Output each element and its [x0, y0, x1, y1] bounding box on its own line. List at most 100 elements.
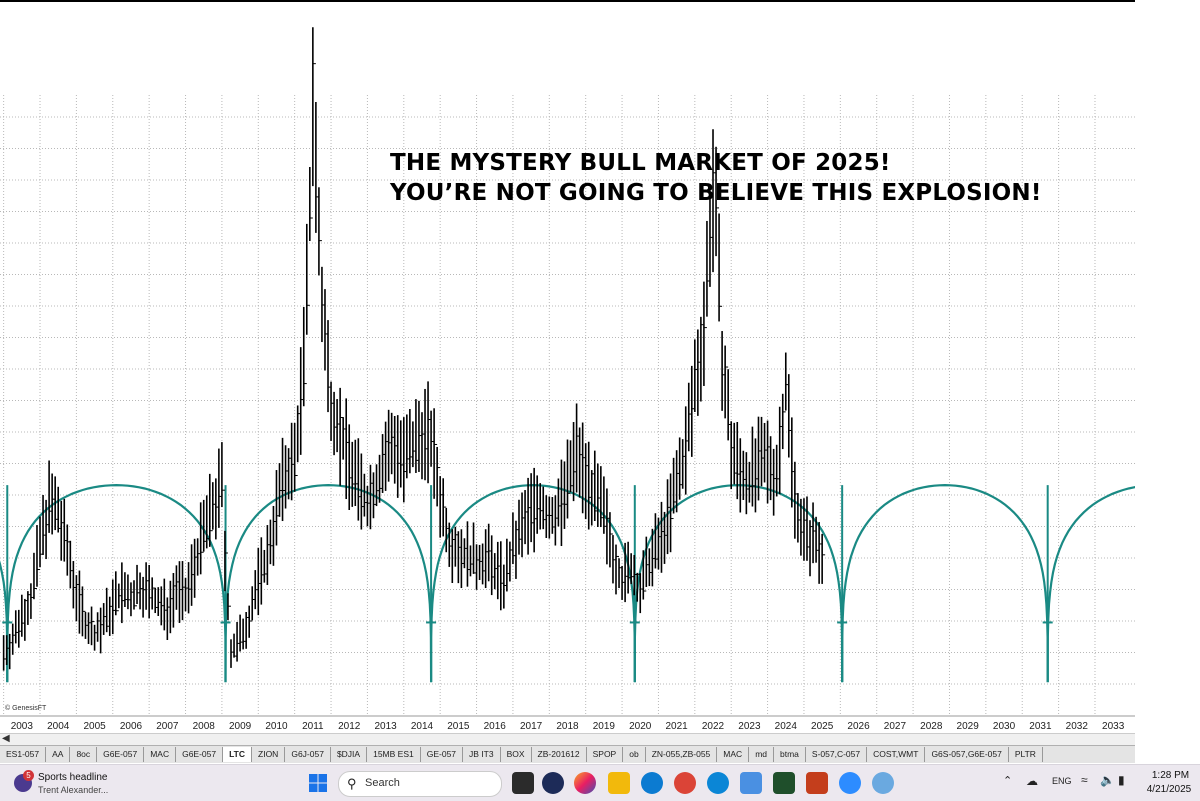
- language-indicator[interactable]: ENG: [1052, 776, 1072, 786]
- trading-app-icon[interactable]: [773, 772, 795, 794]
- symbol-tab[interactable]: ZN-055,ZB-055: [646, 747, 718, 762]
- symbol-tab[interactable]: ob: [623, 747, 646, 762]
- x-tick-label: 2028: [920, 721, 943, 732]
- x-tick-label: 2021: [666, 721, 689, 732]
- x-tick-label: 2023: [738, 721, 761, 732]
- symbol-tab-strip: ES1-057 AA 8oc G6E-057 MAC G6E-057 LTC ZION G6J-…: [0, 745, 1135, 763]
- cycle-arch: [841, 483, 1049, 683]
- x-tick-label: 2006: [120, 721, 143, 732]
- x-tick-label: 2032: [1066, 721, 1089, 732]
- news-widget[interactable]: 5 Sports headline Trent Alexander...: [14, 770, 164, 796]
- right-margin: [1135, 0, 1200, 764]
- symbol-tab[interactable]: SPOP: [587, 747, 624, 762]
- x-tick-label: 2030: [993, 721, 1016, 732]
- symbol-tab[interactable]: G6E-057: [176, 747, 224, 762]
- news-badge: 5: [23, 770, 34, 781]
- app-icon-3[interactable]: [872, 772, 894, 794]
- cycle-arch: [633, 483, 844, 683]
- price-chart: 2003 2004 2005 2006 2007 2008 2009 2010 2011 2012…: [0, 27, 1135, 732]
- x-tick-label: 2007: [156, 721, 179, 732]
- search-label: Search: [365, 777, 400, 789]
- x-tick-label: 2016: [484, 721, 507, 732]
- chrome-icon[interactable]: [674, 772, 696, 794]
- clock-time[interactable]: 1:28 PM: [1151, 770, 1190, 781]
- chevron-up-icon[interactable]: ⌃: [1003, 775, 1013, 787]
- price-bars: [2, 27, 826, 671]
- clock-date[interactable]: 4/21/2025: [1146, 784, 1192, 795]
- search-icon: ⚲: [347, 776, 357, 791]
- x-tick-label: 2033: [1102, 721, 1125, 732]
- headline-line-2: YOU’RE NOT GOING TO BELIEVE THIS EXPLOSI…: [390, 180, 1042, 206]
- x-tick-label: 2011: [302, 721, 324, 732]
- symbol-tab[interactable]: G6E-057: [97, 747, 145, 762]
- x-tick-label: 2012: [338, 721, 361, 732]
- x-tick-label: 2018: [556, 721, 579, 732]
- symbol-tab[interactable]: BOX: [501, 747, 532, 762]
- cloud-icon[interactable]: ☁: [1026, 774, 1038, 788]
- x-tick-label: 2003: [11, 721, 34, 732]
- skype-icon[interactable]: [707, 772, 729, 794]
- app-icon[interactable]: [542, 772, 564, 794]
- cycle-arch: [430, 483, 636, 683]
- symbol-tab[interactable]: ZB-201612: [532, 747, 587, 762]
- wifi-icon[interactable]: ≈: [1081, 773, 1088, 787]
- battery-icon[interactable]: ▮: [1118, 773, 1125, 787]
- cycle-arch: [6, 483, 227, 683]
- task-view-icon[interactable]: [512, 772, 534, 794]
- headline-line-1: THE MYSTERY BULL MARKET OF 2025!: [390, 150, 891, 176]
- symbol-tab[interactable]: MAC: [717, 747, 750, 762]
- symbol-tab[interactable]: ES1-057: [0, 747, 47, 762]
- symbol-tab[interactable]: ZION: [252, 747, 286, 762]
- taskbar-search-box[interactable]: ⚲ Search: [338, 771, 502, 797]
- cycle-overlay: [0, 483, 1135, 683]
- symbol-tab[interactable]: AA: [46, 747, 71, 762]
- windows-taskbar: 5 Sports headline Trent Alexander... ⚲ S…: [0, 764, 1200, 801]
- scroll-left-icon[interactable]: ◀: [2, 733, 10, 744]
- symbol-tab[interactable]: JB IT3: [463, 747, 501, 762]
- symbol-tab[interactable]: COST,WMT: [867, 747, 926, 762]
- symbol-tab[interactable]: md: [749, 747, 774, 762]
- symbol-tab[interactable]: $DJIA: [331, 747, 368, 762]
- symbol-tab[interactable]: PLTR: [1009, 747, 1043, 762]
- x-tick-label: 2004: [47, 721, 70, 732]
- x-tick-label: 2024: [775, 721, 798, 732]
- x-tick-label: 2010: [265, 721, 288, 732]
- x-tick-label: 2015: [447, 721, 470, 732]
- x-tick-label: 2009: [229, 721, 252, 732]
- x-tick-label: 2022: [702, 721, 725, 732]
- cycle-arch: [1046, 486, 1135, 683]
- x-tick-label: 2014: [411, 721, 434, 732]
- copilot-icon[interactable]: [574, 772, 596, 794]
- x-tick-label: 2027: [884, 721, 907, 732]
- symbol-tab[interactable]: 15MB ES1: [367, 747, 421, 762]
- symbol-tab[interactable]: LTC: [223, 747, 253, 762]
- symbol-tab[interactable]: GE-057: [421, 747, 464, 762]
- top-border: [0, 0, 1135, 2]
- watermark: © GenesisFT: [5, 705, 47, 712]
- symbol-tab[interactable]: btma: [774, 747, 806, 762]
- cycle-arch: [224, 483, 433, 683]
- x-tick-label: 2020: [629, 721, 652, 732]
- windows-start-icon[interactable]: [308, 773, 328, 793]
- file-explorer-icon[interactable]: [608, 772, 630, 794]
- symbol-tab[interactable]: 8oc: [70, 747, 98, 762]
- symbol-tab[interactable]: G6S-057,G6E-057: [925, 747, 1009, 762]
- powerpoint-icon[interactable]: [806, 772, 828, 794]
- x-axis: 2003 2004 2005 2006 2007 2008 2009 2010 2011 2012…: [0, 715, 1135, 732]
- news-subtitle: Trent Alexander...: [38, 785, 109, 795]
- x-tick-label: 2031: [1029, 721, 1052, 732]
- x-tick-label: 2025: [811, 721, 834, 732]
- x-tick-label: 2008: [193, 721, 216, 732]
- x-tick-label: 2029: [957, 721, 980, 732]
- symbol-tab[interactable]: S-057,C-057: [806, 747, 868, 762]
- symbol-tab[interactable]: MAC: [144, 747, 177, 762]
- volume-icon[interactable]: 🔈: [1100, 773, 1115, 787]
- x-tick-label: 2013: [374, 721, 397, 732]
- app-icon-2[interactable]: [740, 772, 762, 794]
- symbol-tab[interactable]: G6J-057: [285, 747, 331, 762]
- edge-icon[interactable]: [641, 772, 663, 794]
- x-tick-label: 2026: [847, 721, 870, 732]
- horizontal-scrollbar[interactable]: ◀: [0, 733, 1135, 746]
- zoom-icon[interactable]: [839, 772, 861, 794]
- news-title: Sports headline: [38, 772, 108, 783]
